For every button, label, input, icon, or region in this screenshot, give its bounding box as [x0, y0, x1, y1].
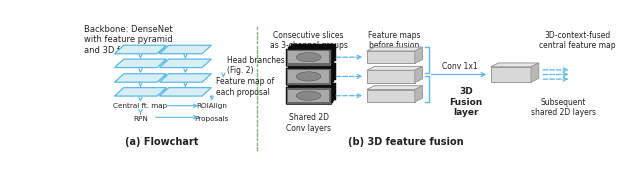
Polygon shape [531, 63, 539, 82]
Bar [286, 49, 331, 66]
Text: RPN: RPN [133, 116, 148, 122]
Polygon shape [367, 86, 422, 90]
Polygon shape [159, 74, 211, 82]
Bar [286, 68, 331, 85]
Text: ROIAlign: ROIAlign [196, 103, 227, 109]
Bar [288, 86, 333, 103]
Polygon shape [491, 63, 539, 67]
Text: 3D-context-fused
central feature map: 3D-context-fused central feature map [540, 31, 616, 50]
Bar [289, 65, 334, 82]
Polygon shape [367, 47, 422, 51]
Text: Feature maps
before fusion: Feature maps before fusion [369, 31, 421, 50]
Bar [289, 46, 334, 63]
Text: Feature map of
each proposal: Feature map of each proposal [216, 77, 274, 97]
Polygon shape [159, 45, 211, 54]
Polygon shape [415, 66, 422, 83]
Bar [289, 51, 329, 63]
Bar [289, 84, 334, 101]
Polygon shape [367, 70, 415, 83]
Bar [286, 49, 331, 66]
Polygon shape [115, 74, 166, 82]
Polygon shape [115, 59, 166, 68]
Text: (a) Flowchart: (a) Flowchart [125, 136, 198, 146]
Polygon shape [367, 66, 422, 70]
Bar [291, 83, 336, 100]
Polygon shape [415, 86, 422, 102]
Text: Backbone: DenseNet
with feature pyramid
and 3D feature fusion: Backbone: DenseNet with feature pyramid … [84, 25, 176, 55]
Polygon shape [367, 90, 415, 102]
Bar [289, 90, 329, 102]
Bar [286, 87, 331, 104]
Bar [288, 47, 333, 64]
Text: Shared 2D
Conv layers: Shared 2D Conv layers [286, 113, 331, 133]
Ellipse shape [296, 91, 321, 100]
Text: Central ft. map: Central ft. map [113, 103, 168, 109]
Polygon shape [159, 88, 211, 96]
Text: Proposals: Proposals [195, 116, 229, 122]
Polygon shape [115, 88, 166, 96]
Bar [291, 44, 336, 61]
Polygon shape [415, 47, 422, 63]
Bar [286, 68, 331, 85]
Bar [291, 63, 336, 80]
Text: Consecutive slices
as 3-channel groups: Consecutive slices as 3-channel groups [269, 31, 348, 50]
Text: Subsequent
shared 2D layers: Subsequent shared 2D layers [531, 98, 596, 117]
Polygon shape [491, 67, 531, 82]
Text: Conv 1x1: Conv 1x1 [442, 62, 477, 71]
Ellipse shape [296, 52, 321, 62]
Text: 3D
Fusion
layer: 3D Fusion layer [449, 88, 483, 117]
Polygon shape [367, 51, 415, 63]
Polygon shape [115, 45, 166, 54]
Bar [286, 87, 331, 104]
Text: Head branches
(Fig. 2): Head branches (Fig. 2) [227, 56, 285, 75]
Polygon shape [159, 59, 211, 68]
Ellipse shape [296, 72, 321, 81]
Text: (b) 3D feature fusion: (b) 3D feature fusion [348, 136, 463, 146]
Bar [288, 66, 333, 83]
Bar [289, 70, 329, 83]
